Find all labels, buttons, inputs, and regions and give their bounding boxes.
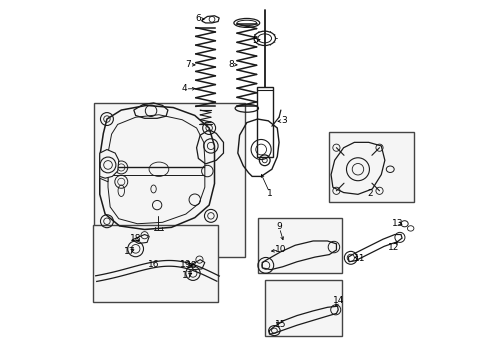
Bar (329, 132, 414, 202)
Bar (257, 87, 272, 157)
Polygon shape (100, 153, 108, 182)
Bar (95, 103, 245, 257)
Bar (265, 280, 342, 336)
Text: 18: 18 (185, 261, 197, 270)
Text: 6: 6 (196, 14, 201, 23)
Text: 1: 1 (267, 189, 273, 198)
Text: 14: 14 (333, 296, 344, 305)
Text: 7: 7 (185, 60, 191, 69)
Text: 13: 13 (392, 219, 404, 228)
Text: 4: 4 (181, 84, 187, 93)
Text: 17: 17 (182, 271, 194, 280)
Text: 17: 17 (124, 247, 135, 256)
Text: 9: 9 (276, 222, 282, 231)
Text: 5: 5 (252, 36, 258, 45)
Bar (93, 225, 218, 302)
Text: 2: 2 (367, 189, 372, 198)
Text: 12: 12 (388, 243, 399, 252)
Bar (258, 218, 342, 273)
Text: 18: 18 (130, 234, 142, 243)
Text: 10: 10 (275, 246, 287, 255)
Polygon shape (100, 149, 119, 178)
Text: 8: 8 (229, 60, 235, 69)
Text: 16: 16 (148, 261, 159, 270)
Text: 15: 15 (275, 320, 287, 329)
Text: 3: 3 (281, 116, 287, 125)
Text: 11: 11 (354, 254, 366, 263)
Text: 19: 19 (180, 261, 192, 270)
